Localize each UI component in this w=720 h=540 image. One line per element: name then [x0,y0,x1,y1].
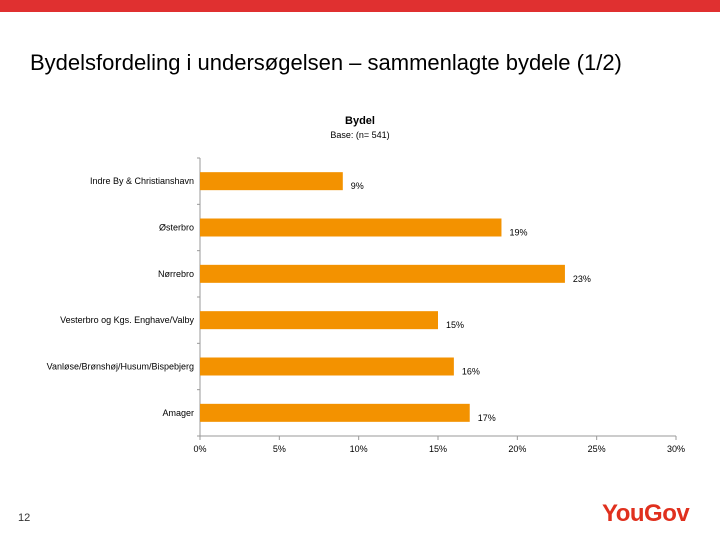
category-label: Nørrebro [158,269,194,279]
bar [200,357,454,376]
data-label: 15% [446,320,464,330]
x-tick-label: 15% [429,444,447,454]
bar [200,218,502,237]
slide-title: Bydelsfordeling i undersøgelsen – sammen… [30,50,622,75]
chart-subtitle: Base: (n= 541) [330,130,390,140]
x-tick-label: 5% [273,444,286,454]
x-tick-label: 0% [193,444,206,454]
page-number: 12 [18,512,31,524]
chart-title: Bydel [345,115,375,127]
category-label: Østerbro [159,223,194,233]
x-tick-label: 10% [350,444,368,454]
bar [200,403,470,422]
category-label: Amager [162,408,194,418]
data-label: 19% [509,228,527,238]
x-tick-label: 25% [588,444,606,454]
bar [200,311,438,330]
category-label: Vesterbro og Kgs. Enghave/Valby [60,315,194,325]
category-label: Indre By & Christianshavn [90,176,194,186]
data-label: 16% [462,367,480,377]
top-accent-bar [0,0,720,12]
category-label: Vanløse/Brønshøj/Husum/Bispebjerg [47,362,194,372]
data-label: 23% [573,274,591,284]
x-tick-label: 20% [508,444,526,454]
bar [200,264,565,283]
x-tick-label: 30% [667,444,685,454]
data-label: 17% [478,413,496,423]
yougov-logo: YouGov [602,500,690,527]
bar [200,172,343,191]
data-label: 9% [351,181,364,191]
